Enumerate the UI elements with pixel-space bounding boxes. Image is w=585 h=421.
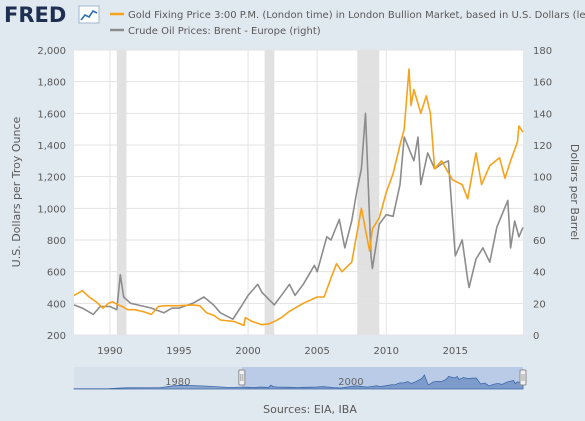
recession-band-0 (116, 50, 127, 335)
navigator-area (73, 374, 524, 390)
y-right-tick-label: 80 (533, 204, 546, 215)
y-left-axis-title: U.S. Dollars per Troy Ounce (10, 116, 23, 267)
y-left-tick-label: 400 (47, 299, 66, 310)
x-tick-label-1990: 1990 (97, 346, 122, 357)
plot-background (74, 50, 523, 335)
navigator-label-2000: 2000 (338, 377, 363, 388)
legend: Gold Fixing Price 3:00 P.M. (London time… (110, 10, 585, 37)
y-right-tick-label: 180 (533, 46, 552, 57)
y-left-tick-label: 1,200 (37, 173, 66, 184)
navigator-label-1980: 1980 (165, 377, 190, 388)
logo-text: FRED (4, 3, 66, 27)
legend-label-oil: Crude Oil Prices: Brent - Europe (right) (128, 26, 321, 37)
x-tick-label-2000: 2000 (235, 346, 260, 357)
y-right-tick-label: 0 (533, 331, 539, 342)
y-left-tick-label: 2,000 (37, 46, 66, 57)
y-right-tick-label: 20 (533, 299, 546, 310)
x-tick-labels: 1990 1995 2000 2005 2010 2015 (97, 346, 468, 357)
y-left-tick-label: 200 (47, 331, 66, 342)
y-right-tick-label: 60 (533, 236, 546, 247)
y-left-tick-labels: 200 400 600 800 1,000 1,200 1,400 1,600 1,800 2,0… (37, 46, 66, 342)
recession-band-1 (264, 50, 275, 335)
y-left-tick-label: 1,600 (37, 109, 66, 120)
range-navigator[interactable]: 1980 2000 (73, 367, 527, 390)
legend-label-gold: Gold Fixing Price 3:00 P.M. (London time… (128, 10, 585, 21)
y-right-axis-title: Dollars per Barrel (568, 144, 581, 240)
y-right-tick-label: 40 (533, 268, 546, 279)
y-left-tick-label: 800 (47, 236, 66, 247)
series-lines (73, 68, 524, 327)
series-gold-line (73, 68, 524, 327)
x-tick-label-1995: 1995 (166, 346, 191, 357)
y-left-tick-label: 1,400 (37, 141, 66, 152)
y-right-tick-labels: 0 20 40 60 80 100 120 140 160 180 (533, 46, 552, 342)
y-left-tick-label: 1,800 (37, 78, 66, 89)
y-right-tick-label: 160 (533, 78, 552, 89)
x-tick-label-2015: 2015 (443, 346, 468, 357)
y-left-tick-label: 1,000 (37, 204, 66, 215)
series-oil-line (73, 112, 524, 320)
y-right-tick-label: 100 (533, 173, 552, 184)
sources-text: Sources: EIA, IBA (263, 403, 357, 416)
x-tick-label-2005: 2005 (304, 346, 329, 357)
navigator-handle-left[interactable] (238, 369, 246, 386)
y-right-tick-label: 140 (533, 109, 552, 120)
navigator-handle-right[interactable] (519, 369, 527, 386)
logo-chart-icon (78, 5, 100, 24)
fred-logo[interactable]: FRED (4, 3, 100, 27)
y-left-tick-label: 600 (47, 268, 66, 279)
x-tick-label-2010: 2010 (374, 346, 399, 357)
y-right-tick-label: 120 (533, 141, 552, 152)
